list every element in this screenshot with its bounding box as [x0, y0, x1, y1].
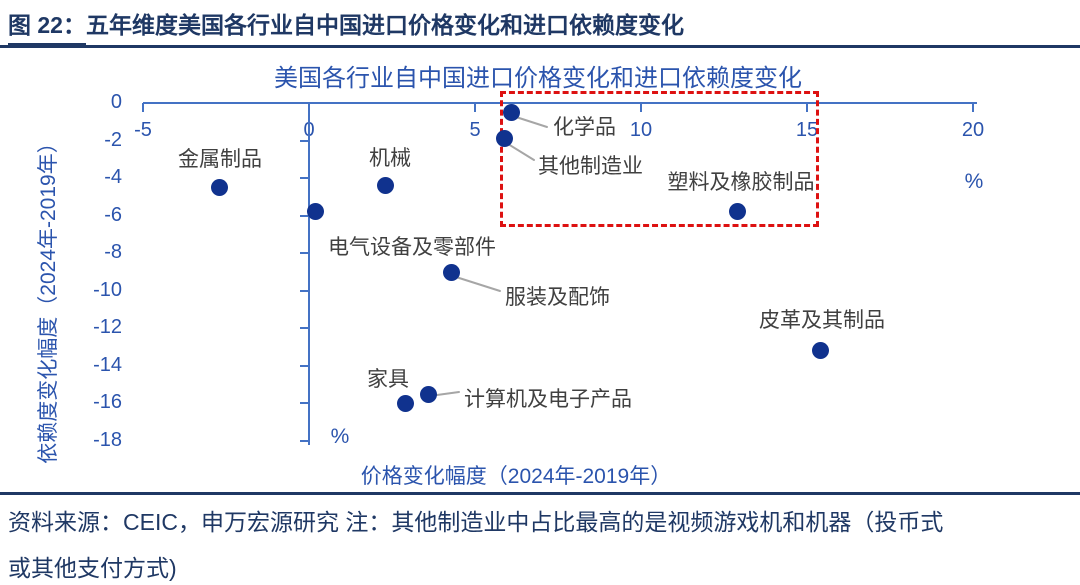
y-tick-mark: [300, 252, 309, 255]
x-tick-mark: [640, 103, 642, 112]
y-tick-label: -10: [93, 278, 122, 301]
connector-computers: [436, 391, 460, 396]
x-tick-mark: [474, 103, 476, 112]
data-point: [420, 385, 438, 403]
x-tick-label: -5: [134, 119, 152, 141]
y-axis-title: 依赖度变化幅度（2024年-2019年）: [37, 132, 60, 464]
data-point: [728, 203, 746, 221]
point-label: 塑料及橡胶制品: [667, 171, 815, 194]
chart-title: 美国各行业自中国进口价格变化和进口依赖度变化: [274, 65, 802, 92]
y-tick-label: -12: [93, 316, 122, 339]
y-tick-label: -6: [104, 203, 122, 226]
source-note-line2: 或其他支付方式): [8, 555, 177, 581]
point-label: 化学品: [553, 116, 616, 139]
data-point: [443, 263, 461, 281]
x-axis-line: [143, 102, 977, 104]
x-axis-title: 价格变化幅度（2024年-2019年）: [360, 465, 672, 488]
point-label: 电气设备及零部件: [328, 236, 496, 259]
y-tick-mark: [300, 327, 309, 330]
data-point: [376, 177, 394, 195]
point-label: 皮革及其制品: [759, 309, 885, 332]
data-point: [210, 179, 228, 196]
data-point: [396, 394, 414, 412]
y-tick-label: -8: [104, 241, 122, 264]
data-point: [811, 342, 829, 360]
data-point: [496, 130, 514, 148]
x-tick-label: 15: [795, 119, 819, 141]
y-tick-mark: [300, 440, 309, 443]
connector-apparel: [455, 276, 501, 292]
y-tick-mark: [300, 289, 309, 292]
source-note-line1: 资料来源：CEIC，申万宏源研究 注：其他制造业中占比最高的是视频游戏机和机器（…: [8, 509, 944, 535]
x-axis-unit-label: %: [964, 170, 984, 193]
y-tick-mark: [300, 177, 309, 180]
x-tick-label: 20: [961, 119, 985, 141]
figure-header-title: 五年维度美国各行业自中国进口价格变化和进口依赖度变化: [85, 12, 684, 38]
y-tick-label: -4: [104, 166, 122, 189]
data-point: [307, 203, 325, 221]
y-tick-label: -16: [93, 391, 122, 414]
point-label: 家具: [367, 368, 409, 391]
footer-divider-line: [0, 492, 1080, 495]
point-label: 服装及配饰: [505, 286, 610, 309]
point-label: 其他制造业: [538, 155, 643, 178]
figure-header: 图 22：五年维度美国各行业自中国进口价格变化和进口依赖度变化: [8, 6, 684, 46]
x-tick-label: 5: [469, 119, 481, 141]
y-tick-label: -2: [104, 128, 122, 151]
point-label: 金属制品: [178, 148, 262, 171]
header-divider-line: [0, 45, 1080, 48]
y-tick-mark: [300, 214, 309, 217]
y-tick-mark: [300, 364, 309, 367]
y-tick-label: -14: [93, 353, 122, 376]
y-tick-mark: [300, 402, 309, 405]
y-tick-label: -18: [93, 429, 122, 452]
x-tick-label: 10: [629, 119, 653, 141]
y-tick-mark: [300, 139, 309, 142]
figure-number: 图 22：: [8, 6, 86, 46]
x-tick-mark: [972, 103, 974, 112]
point-label: 机械: [369, 147, 411, 170]
red-dashed-highlight-box: [500, 91, 819, 227]
data-point: [503, 103, 521, 121]
y-axis-line: [308, 102, 310, 445]
x-tick-mark: [142, 103, 144, 112]
point-label: 计算机及电子产品: [464, 388, 632, 411]
y-tick-label: 0: [110, 91, 122, 113]
x-tick-mark: [806, 103, 808, 112]
y-axis-unit-label: %: [330, 425, 350, 448]
